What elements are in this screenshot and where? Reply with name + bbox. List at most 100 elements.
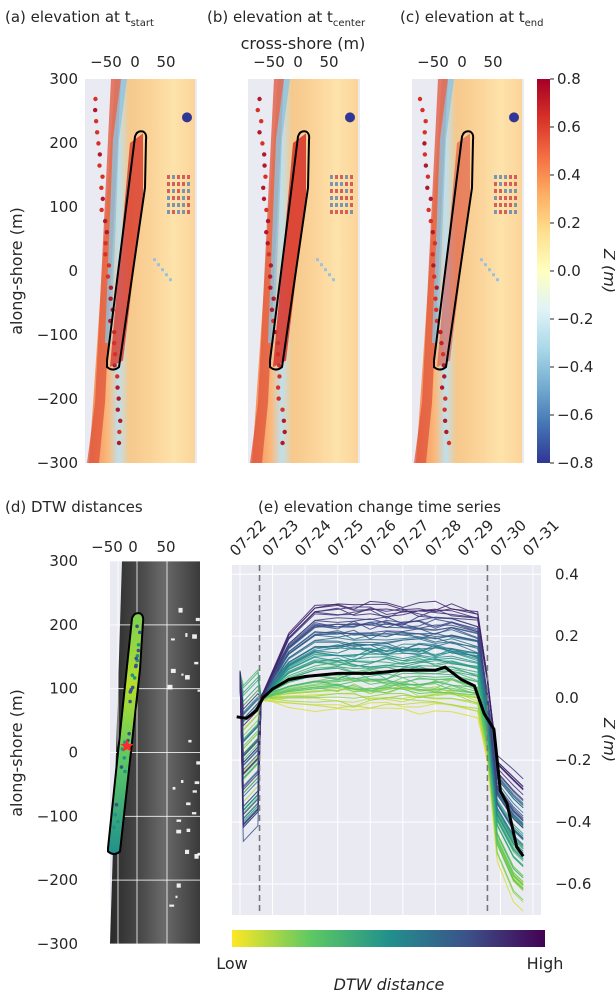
- shoreline-point: [420, 107, 425, 113]
- shoreline-point: [269, 307, 275, 313]
- speckle: [181, 673, 184, 676]
- shoreline-point: [268, 285, 273, 290]
- region-outline: [433, 130, 475, 371]
- structure-mark: [335, 203, 338, 207]
- structure-mark: [187, 196, 190, 200]
- dtw-point: [112, 825, 116, 830]
- structure-mark: [499, 189, 502, 193]
- colorbar-tick-label: −0.8: [557, 454, 593, 472]
- dtw-point: [130, 685, 135, 690]
- structure-mark: [172, 175, 175, 179]
- structure-mark: [330, 210, 333, 214]
- panel-c-title: (c) elevation at tend: [400, 8, 543, 29]
- shoreline-point: [118, 418, 123, 424]
- shoreline-point: [281, 418, 287, 424]
- shoreline-point: [116, 396, 121, 401]
- structure-mark: [504, 189, 507, 193]
- colorbar-tick-label: 0.8: [557, 70, 581, 88]
- speckle: [180, 780, 184, 783]
- structure-mark: [153, 258, 156, 262]
- x-tick-label: 50: [156, 53, 175, 71]
- structure-mark: [330, 175, 333, 179]
- x-tick-label: 0: [130, 53, 140, 71]
- structure-mark: [494, 175, 497, 179]
- structure-mark: [350, 196, 353, 200]
- structure-mark: [169, 278, 172, 282]
- structure-mark: [182, 112, 192, 123]
- y-tick-label: 200: [49, 134, 78, 152]
- structure-mark: [177, 210, 180, 214]
- structure-mark: [514, 210, 517, 214]
- shoreline-point: [267, 274, 273, 279]
- structure-mark: [182, 203, 185, 207]
- structure-mark: [340, 182, 343, 186]
- structure-mark: [345, 182, 348, 186]
- shoreline-point: [422, 130, 427, 135]
- shoreline-point: [103, 241, 108, 246]
- structure-mark: [340, 189, 343, 193]
- dtw-point: [137, 630, 142, 635]
- shoreline-point: [446, 440, 452, 446]
- structure-mark: [332, 278, 335, 282]
- structure-mark: [509, 203, 512, 207]
- speckle: [185, 633, 188, 637]
- selected-point-star: [120, 739, 134, 752]
- x-tick-label: 07-27: [389, 516, 433, 560]
- colorbar-tick-label: 0.2: [557, 214, 581, 232]
- y-tick-label: 200: [49, 616, 78, 634]
- structure-mark: [345, 189, 348, 193]
- shoreline-point: [426, 207, 431, 213]
- dtw-point: [130, 673, 135, 677]
- structure-mark: [167, 175, 170, 179]
- shoreline-point: [271, 296, 276, 301]
- shoreline-point: [439, 385, 445, 390]
- shoreline-point: [442, 374, 447, 379]
- x-tick-label: 50: [483, 53, 502, 71]
- speckle: [186, 802, 191, 806]
- shoreline-point: [106, 263, 112, 268]
- speckle: [188, 739, 192, 743]
- y-tick-label: 300: [49, 552, 78, 570]
- structure-mark: [345, 196, 348, 200]
- shoreline-point: [264, 229, 269, 235]
- structure-mark: [509, 112, 519, 123]
- speckle: [191, 812, 197, 815]
- shoreline-point: [268, 263, 274, 268]
- shoreline-point: [100, 196, 105, 202]
- dtw-high-label: High: [527, 954, 564, 973]
- structure-mark: [172, 182, 175, 186]
- shoreline-point: [108, 296, 113, 301]
- structure-mark: [187, 189, 190, 193]
- structure-mark: [172, 203, 175, 207]
- structure-mark: [499, 210, 502, 214]
- structure-mark: [509, 189, 512, 193]
- ridge-fill: [437, 133, 470, 367]
- y-tick-label: −200: [37, 871, 78, 889]
- shoreline-point: [425, 174, 431, 179]
- speckle: [192, 790, 197, 793]
- x-tick-label: 07-26: [356, 516, 400, 560]
- structure-mark: [165, 273, 168, 277]
- x-tick-label: 0: [457, 53, 467, 71]
- speckle: [167, 684, 173, 690]
- shoreline-point: [257, 96, 262, 102]
- structure-mark: [504, 196, 507, 200]
- shoreline-point: [431, 274, 437, 279]
- structure-mark: [330, 203, 333, 207]
- x-tick-label: 07-28: [421, 516, 465, 560]
- y-tick-label: 0.4: [555, 565, 579, 583]
- shoreline-point: [115, 374, 120, 379]
- shoreline-point: [93, 96, 98, 102]
- speckle: [176, 829, 182, 834]
- structure-mark: [335, 182, 338, 186]
- shoreline-point: [96, 141, 101, 146]
- x-tick-label: 50: [319, 53, 338, 71]
- shoreline-point: [105, 274, 111, 279]
- structure-mark: [504, 182, 507, 186]
- structure-mark: [499, 203, 502, 207]
- structure-mark: [324, 268, 327, 272]
- colorbar-tick-label: −0.2: [557, 310, 593, 328]
- shoreline-point: [103, 252, 108, 257]
- dtw-colorbar: [232, 930, 545, 947]
- structure-mark: [157, 263, 160, 267]
